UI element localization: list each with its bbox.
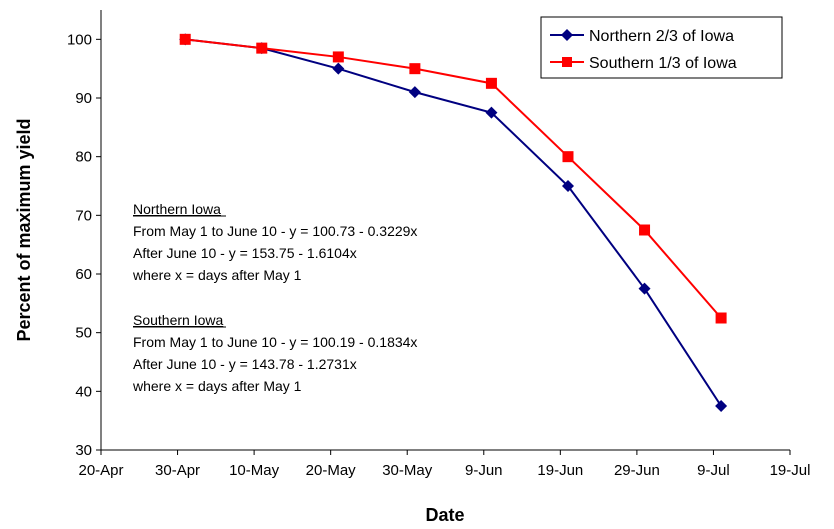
data-point-1: [562, 151, 574, 163]
y-tick-label: 60: [75, 266, 92, 283]
annotation-southern-line-1: From May 1 to June 10 - y = 100.19 - 0.1…: [133, 334, 417, 350]
x-tick-label: 30-Apr: [155, 462, 200, 479]
series-layer: [179, 33, 728, 412]
legend-label-northern: Northern 2/3 of Iowa: [589, 28, 734, 45]
legend-marker-southern: [562, 57, 572, 67]
y-tick-label: 100: [67, 31, 92, 48]
annotation-northern-line-3: where x = days after May 1: [132, 267, 302, 283]
data-point-0: [715, 400, 728, 412]
x-tick-label: 10-May: [229, 462, 280, 479]
y-tick-label: 40: [75, 383, 92, 400]
x-tick-label: 19-Jul: [770, 462, 811, 479]
x-tick-label: 30-May: [382, 462, 433, 479]
y-tick-label: 70: [75, 207, 92, 224]
y-tick-label: 30: [75, 442, 92, 459]
legend-box: [540, 16, 783, 79]
x-axis-ticks: 20-Apr 30-Apr 10-May 20-May 30-May 9-Jun 19-Ju…: [78, 450, 810, 479]
annotation-southern-line-3: where x = days after May 1: [132, 378, 302, 394]
y-axis-title: Percent of maximum yield: [14, 118, 34, 341]
y-axis-ticks: 30 40 50 60 70 80 90 100: [67, 31, 101, 459]
x-tick-label: 9-Jun: [465, 462, 503, 479]
y-tick-label: 80: [75, 149, 92, 166]
annotation-northern-line-2: After June 10 - y = 153.75 - 1.6104x: [133, 245, 357, 261]
data-point-1: [332, 51, 344, 63]
annotation-southern-heading: Southern Iowa: [133, 312, 223, 328]
data-point-0: [332, 62, 345, 75]
annotation-northern-heading: Northern Iowa: [133, 201, 221, 217]
data-point-1: [179, 33, 191, 45]
legend-marker-northern: [561, 29, 573, 41]
data-point-0: [408, 86, 421, 99]
data-point-1: [639, 224, 651, 236]
data-point-0: [561, 180, 574, 192]
x-tick-label: 20-Apr: [78, 462, 123, 479]
x-tick-label: 9-Jul: [697, 462, 730, 479]
y-tick-label: 50: [75, 325, 92, 342]
data-point-1: [409, 63, 421, 75]
x-tick-label: 29-Jun: [614, 462, 660, 479]
legend: Northern 2/3 of Iowa Southern 1/3 of Iow…: [540, 16, 783, 79]
data-point-1: [715, 312, 727, 324]
data-point-0: [485, 106, 498, 119]
data-point-1: [485, 77, 497, 89]
x-axis-title: Date: [425, 505, 464, 525]
annotation-southern-line-2: After June 10 - y = 143.78 - 1.2731x: [133, 356, 357, 372]
data-point-1: [256, 42, 268, 54]
y-tick-label: 90: [75, 90, 92, 107]
annotation-northern-line-1: From May 1 to June 10 - y = 100.73 - 0.3…: [133, 223, 417, 239]
x-tick-label: 19-Jun: [537, 462, 583, 479]
series-line-0: [185, 38, 722, 407]
annotation-southern: Southern Iowa From May 1 to June 10 - y …: [132, 312, 417, 394]
legend-label-southern: Southern 1/3 of Iowa: [589, 55, 737, 72]
annotation-northern: Northern Iowa From May 1 to June 10 - y …: [132, 201, 417, 283]
plot-area: [100, 10, 790, 451]
series-line-1: [185, 38, 722, 319]
data-point-0: [638, 282, 651, 295]
x-tick-label: 20-May: [306, 462, 357, 479]
